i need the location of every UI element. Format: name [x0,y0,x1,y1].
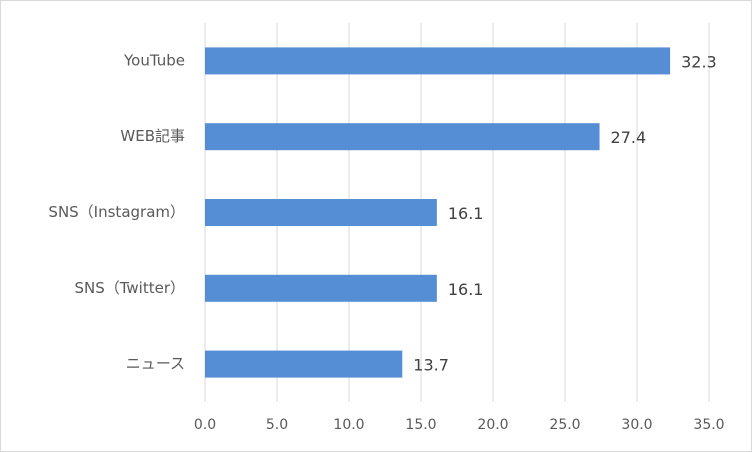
data-label: 13.7 [413,356,449,375]
x-tick-label: 10.0 [333,417,364,433]
y-tick-label: YouTube [123,51,185,69]
y-tick-label: WEB記事 [120,127,185,145]
y-tick-label: SNS（Twitter） [74,279,185,297]
x-tick-label: 25.0 [549,417,580,433]
bar [205,199,437,226]
x-tick-label: 15.0 [405,417,436,433]
x-tick-label: 20.0 [477,417,508,433]
data-label: 27.4 [611,128,647,147]
bar [205,350,403,378]
data-label: 16.1 [448,280,484,299]
bar [205,47,671,75]
x-tick-label: 5.0 [266,417,288,433]
y-tick-label: SNS（Instagram） [48,203,185,221]
x-tick-label: 30.0 [621,417,652,433]
y-tick-label: ニュース [126,355,185,373]
data-label: 16.1 [448,204,484,223]
bar [205,123,600,151]
data-label: 32.3 [681,52,717,71]
bar [205,274,437,302]
x-tick-label: 35.0 [693,417,724,433]
x-tick-label: 0.0 [194,417,216,433]
